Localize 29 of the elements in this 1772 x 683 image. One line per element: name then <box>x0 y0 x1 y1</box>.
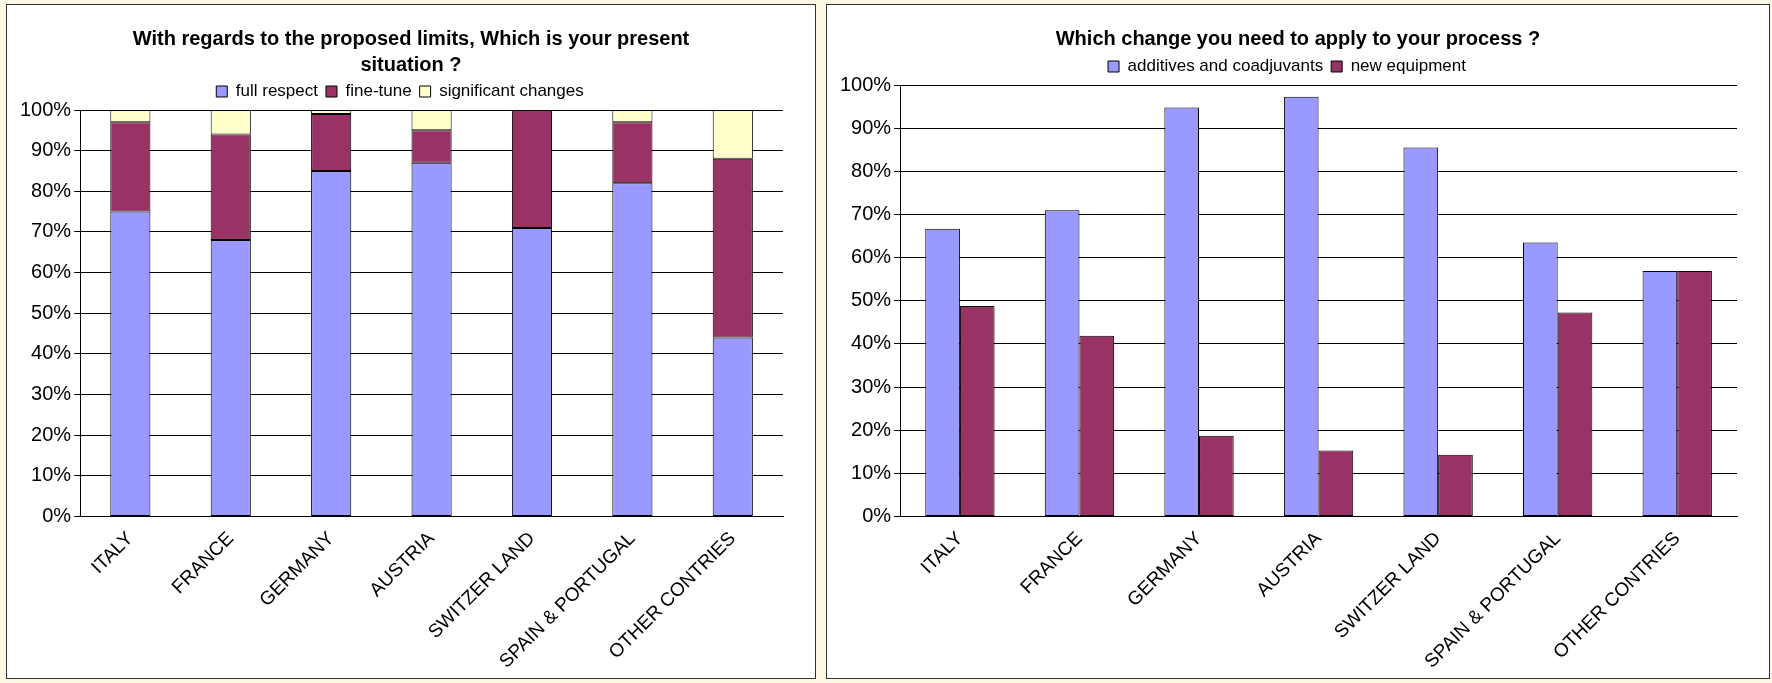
y-tick-label: 70% <box>31 219 72 242</box>
y-tick-label: 100% <box>840 72 892 95</box>
y-tick-label: 50% <box>31 300 72 323</box>
y-tick-label: 0% <box>862 503 892 526</box>
y-tick-label: 30% <box>31 382 72 405</box>
y-tick-label: 80% <box>31 178 72 201</box>
legend-label: additives and coadjuvants <box>1127 56 1324 76</box>
y-tick-label: 100% <box>20 97 72 120</box>
chart-title: With regards to the proposed limits, Which is your present situation ? <box>131 26 691 77</box>
legend-label: significant changes <box>439 81 584 101</box>
y-tick-label: 60% <box>851 245 892 268</box>
y-tick-label: 0% <box>42 503 72 526</box>
y-tick-label: 10% <box>851 460 892 483</box>
y-tick-label: 40% <box>31 341 72 364</box>
y-tick-label: 90% <box>31 138 72 161</box>
y-tick-label: 20% <box>31 422 72 445</box>
y-tick-label: 90% <box>851 115 892 138</box>
legend-label: new equipment <box>1350 56 1467 76</box>
y-tick-label: 40% <box>851 331 892 354</box>
y-tick-label: 70% <box>851 201 892 224</box>
y-tick-label: 50% <box>851 288 892 311</box>
y-tick-label: 20% <box>851 417 892 440</box>
y-tick-label: 30% <box>851 374 892 397</box>
chart-title: Which change you need to apply to your process ? <box>1054 26 1542 51</box>
y-tick-label: 80% <box>851 158 892 181</box>
y-tick-label: 10% <box>31 463 72 486</box>
legend-label: full respect <box>235 81 319 101</box>
legend-label: fine-tune <box>345 81 412 101</box>
y-tick-label: 60% <box>31 260 72 283</box>
